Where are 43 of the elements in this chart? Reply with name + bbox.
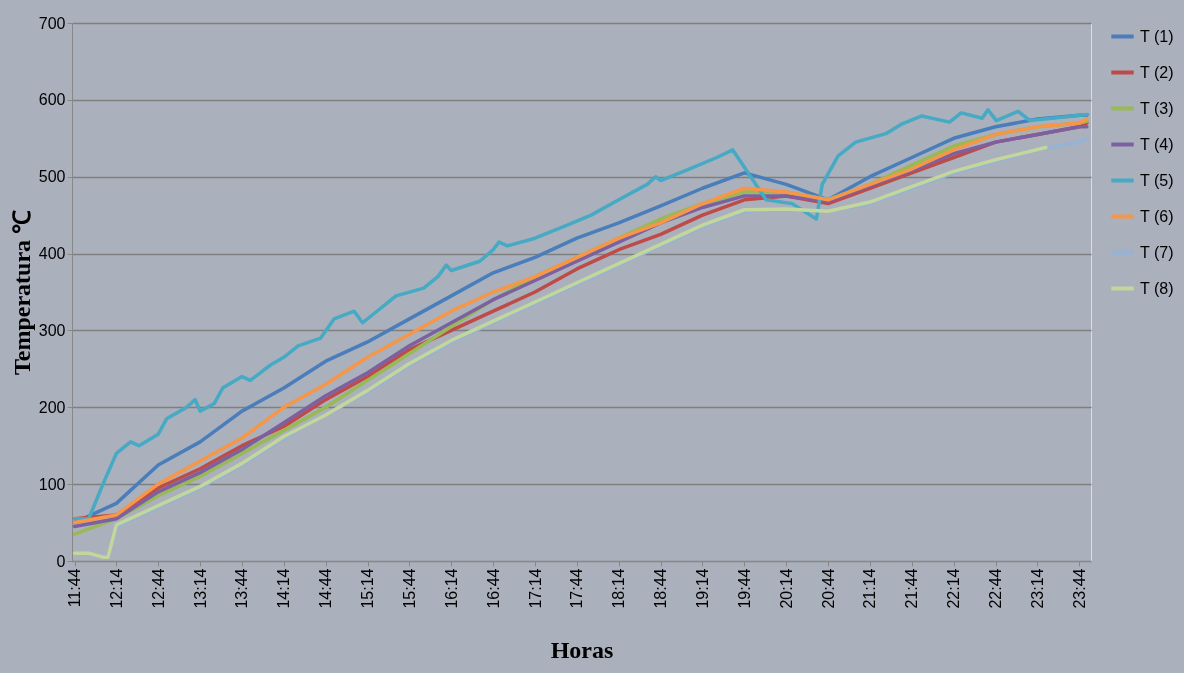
legend-label: T (2) [1140, 63, 1174, 81]
x-tick-label: 16:44 [484, 568, 502, 609]
x-tick-label: 22:14 [945, 568, 963, 609]
y-tick-label: 600 [38, 91, 66, 109]
x-tick-label: 21:44 [903, 568, 921, 609]
x-tick-label: 14:14 [275, 568, 293, 609]
x-tick-label: 13:14 [191, 568, 209, 609]
x-tick-label: 20:14 [777, 568, 795, 609]
x-tick-label: 20:44 [819, 568, 837, 609]
legend-label: T (8) [1140, 279, 1174, 297]
x-tick-label: 21:14 [861, 568, 879, 609]
legend-label: T (3) [1140, 99, 1174, 117]
x-tick-label: 17:44 [568, 568, 586, 609]
x-tick-label: 15:14 [359, 568, 377, 609]
x-tick-label: 13:44 [233, 568, 251, 609]
legend-label: T (4) [1140, 135, 1174, 153]
x-tick-label: 17:14 [526, 568, 544, 609]
y-tick-label: 400 [38, 245, 66, 263]
legend-label: T (5) [1140, 171, 1174, 189]
x-tick-label: 22:44 [987, 568, 1005, 609]
legend-label: T (6) [1140, 207, 1174, 225]
x-tick-label: 11:44 [66, 568, 84, 608]
y-tick-label: 700 [38, 14, 66, 32]
y-tick-label: 100 [38, 475, 66, 493]
x-tick-label: 16:14 [442, 568, 460, 609]
x-tick-label: 12:14 [107, 568, 125, 609]
y-tick-label: 500 [38, 168, 66, 186]
x-tick-label: 18:44 [652, 568, 670, 609]
x-tick-label: 12:44 [149, 568, 167, 609]
x-tick-label: 18:14 [610, 568, 628, 609]
x-tick-label: 19:14 [693, 568, 711, 609]
y-tick-label: 200 [38, 398, 66, 416]
x-tick-label: 23:14 [1028, 568, 1046, 609]
x-axis-title: Horas [550, 636, 614, 663]
y-axis-title: Temperatura ℃ [8, 209, 35, 376]
y-tick-label: 0 [56, 552, 66, 570]
legend-label: T (1) [1140, 27, 1174, 45]
legend-label: T (7) [1140, 243, 1174, 261]
x-tick-label: 23:44 [1070, 568, 1088, 609]
y-tick-label: 300 [38, 321, 66, 339]
x-tick-label: 19:44 [735, 568, 753, 609]
x-tick-label: 14:44 [317, 568, 335, 609]
x-tick-label: 15:44 [400, 568, 418, 609]
